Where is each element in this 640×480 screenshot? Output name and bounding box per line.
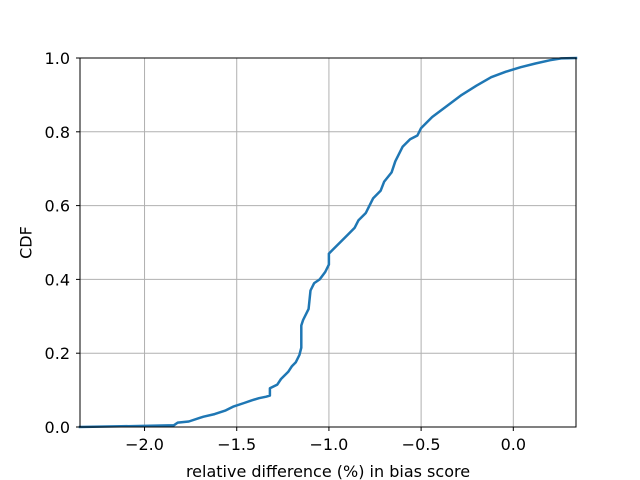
plot-frame <box>79 57 577 428</box>
x-axis-label: relative difference (%) in bias score <box>186 462 470 480</box>
y-tick-label: 0.6 <box>45 197 70 216</box>
y-tick-label: 0.2 <box>45 344 70 363</box>
x-tick-label: −2.0 <box>125 435 164 454</box>
y-axis-ticks: 0.0 0.2 0.4 0.6 0.8 1.0 <box>45 49 80 437</box>
y-tick-label: 0.0 <box>45 418 70 437</box>
grid-lines <box>80 57 576 428</box>
y-tick-label: 1.0 <box>45 49 70 68</box>
cdf-series-line <box>78 56 578 429</box>
x-tick-label: 0.0 <box>501 435 526 454</box>
y-axis-label: CDF <box>17 226 36 259</box>
x-tick-label: −0.5 <box>402 435 441 454</box>
x-axis-ticks: −2.0 −1.5 −1.0 −0.5 0.0 <box>125 427 526 454</box>
series-layer <box>78 56 578 429</box>
x-tick-label: −1.0 <box>309 435 348 454</box>
y-tick-label: 0.8 <box>45 123 70 142</box>
x-tick-label: −1.5 <box>217 435 256 454</box>
y-tick-label: 0.4 <box>45 270 70 289</box>
